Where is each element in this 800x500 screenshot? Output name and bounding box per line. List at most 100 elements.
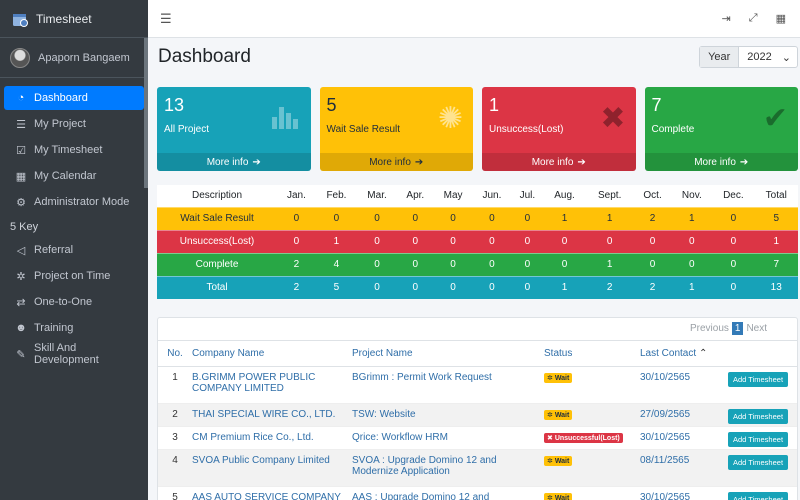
sidebar-item-my-calendar[interactable]: ▦ My Calendar <box>4 164 144 188</box>
grid-icon[interactable]: ▦ <box>775 13 786 25</box>
sidebar-item-label: Project on Time <box>34 270 111 282</box>
stat-label: Complete <box>651 124 695 135</box>
summary-cell: 0 <box>633 252 672 276</box>
summary-header: Total <box>765 190 787 202</box>
last-contact: 30/10/2565 <box>640 426 728 450</box>
hamburger-menu-icon[interactable]: ☰ <box>160 10 172 26</box>
logout-icon[interactable]: ⇥ <box>721 13 731 25</box>
table-row[interactable]: 2 THAI SPECIAL WIRE CO., LTD. TSW: Website… <box>158 403 797 427</box>
stat-number: 1 <box>489 95 500 115</box>
sidebar-item-training[interactable]: ☻ Training <box>4 316 144 340</box>
project-header-row: No. Company Name Project Name Status Las… <box>158 340 797 367</box>
table-row[interactable]: 4 SVOA Public Company Limited SVOA : Upgra… <box>158 449 797 487</box>
summary-cell: 0 <box>357 275 398 299</box>
sidebar-item-label: My Timesheet <box>34 144 103 156</box>
pagination-next[interactable]: Next <box>746 323 767 334</box>
pagination: Previous 1 Next <box>690 322 767 335</box>
actions-cell: Add Timesheet <box>728 403 797 427</box>
pagination-previous[interactable]: Previous <box>689 323 729 334</box>
list-icon: ☰ <box>16 118 26 131</box>
company-name[interactable]: AAS AUTO SERVICE COMPANY <box>192 486 352 500</box>
summary-cell: 0 <box>633 229 672 253</box>
project-name[interactable]: TSW: Website <box>352 403 544 427</box>
more-info-link[interactable]: More info ➔ <box>482 153 636 171</box>
arrow-circle-right-icon: ➔ <box>577 156 586 168</box>
summary-cell: 0 <box>671 252 713 276</box>
add-timesheet-button[interactable]: Add Timesheet <box>728 409 789 424</box>
add-timesheet-button[interactable]: Add Timesheet <box>728 455 789 470</box>
summary-cell: 0 <box>357 229 398 253</box>
sidebar-item-project-on-time[interactable]: ✲ Project on Time <box>4 264 144 288</box>
col-last-contact[interactable]: Last Contact ⌃ <box>640 340 728 367</box>
sidebar-item-label: Skill And Development <box>34 342 99 366</box>
col-no[interactable]: No. <box>158 340 192 367</box>
last-contact: 30/10/2565 <box>640 486 728 500</box>
summary-cell: 0 <box>433 275 473 299</box>
user-name: Apaporn Bangaem <box>38 51 130 64</box>
project-name[interactable]: SVOA : Upgrade Domino 12 and Modernize A… <box>352 449 544 487</box>
spinner-icon: ✲ <box>547 375 555 382</box>
summary-cell: 0 <box>712 275 755 299</box>
sidebar-item-my-timesheet[interactable]: ☑ My Timesheet <box>4 138 144 162</box>
summary-header: Nov. <box>681 190 702 202</box>
fullscreen-icon[interactable]: ⤢ <box>748 12 758 24</box>
spinner-icon: ✲ <box>547 458 555 465</box>
summary-row-label: Total <box>157 275 277 299</box>
calendar-icon: ▦ <box>15 170 27 183</box>
company-name[interactable]: THAI SPECIAL WIRE CO., LTD. <box>192 403 352 427</box>
company-name[interactable]: B.GRIMM POWER PUBLIC COMPANY LIMITED <box>192 366 352 404</box>
summary-header: Oct. <box>643 190 662 202</box>
summary-row-label: Complete <box>157 252 277 276</box>
summary-cell: 1 <box>754 229 798 253</box>
project-name[interactable]: BGrimm : Permit Work Request <box>352 366 544 404</box>
edit-icon: ✎ <box>16 348 26 361</box>
main-content: Dashboard Year 2022 ⌄ 13 All Project More… <box>148 38 800 500</box>
summary-cell: 1 <box>585 252 634 276</box>
summary-cell: 2 <box>585 275 634 299</box>
summary-cell: 2 <box>277 252 316 276</box>
more-info-link[interactable]: More info ➔ <box>157 153 311 171</box>
summary-cell: 0 <box>511 252 544 276</box>
summary-cell: 0 <box>433 229 473 253</box>
more-info-link[interactable]: More info ➔ <box>319 153 473 171</box>
company-name[interactable]: CM Premium Rice Co., Ltd. <box>192 426 352 450</box>
company-name[interactable]: SVOA Public Company Limited <box>192 449 352 487</box>
dashboard-icon: ◔ <box>17 92 25 104</box>
brand[interactable]: Timesheet <box>0 0 148 38</box>
sidebar-item-one-to-one[interactable]: ⇄ One-to-One <box>4 290 144 314</box>
table-row[interactable]: 5 AAS AUTO SERVICE COMPANY AAS : Upgrade D… <box>158 486 797 500</box>
sidebar-item-my-project[interactable]: ☰ My Project <box>4 112 144 136</box>
add-timesheet-button[interactable]: Add Timesheet <box>728 372 789 387</box>
project-name-text: BGrimm : Permit Work Request <box>352 372 492 383</box>
year-select[interactable]: Year 2022 ⌄ <box>699 46 798 68</box>
bar-chart-icon <box>271 107 298 129</box>
pagination-current[interactable]: 1 <box>731 322 744 335</box>
actions-cell: Add Timesheet <box>728 426 797 450</box>
brand-title: Timesheet <box>36 11 92 26</box>
actions-cell: Add Timesheet <box>728 449 797 487</box>
status-cell: ✲ Wait <box>544 366 640 404</box>
add-timesheet-button[interactable]: Add Timesheet <box>728 492 789 500</box>
stat-boxes: 13 All Project More info ➔ 5 Wait Sale Re… <box>157 87 798 171</box>
col-company-name[interactable]: Company Name <box>192 340 352 367</box>
add-timesheet-button[interactable]: Add Timesheet <box>728 432 789 447</box>
col-project-name[interactable]: Project Name <box>352 340 544 367</box>
sidebar-item-dashboard[interactable]: ◔ Dashboard <box>4 86 144 110</box>
sidebar-item-skill-and-development[interactable]: ✎ Skill And Development <box>4 342 144 366</box>
table-row[interactable]: 3 CM Premium Rice Co., Ltd. Qrice: Workflo… <box>158 426 797 450</box>
sidebar-section-header: 5 Key <box>10 221 39 233</box>
table-row[interactable]: 1 B.GRIMM POWER PUBLIC COMPANY LIMITED BGr… <box>158 366 797 404</box>
last-contact: 30/10/2565 <box>640 366 728 404</box>
project-name[interactable]: Qrice: Workflow HRM <box>352 426 544 450</box>
sidebar-item-administrator-mode[interactable]: ⚙ Administrator Mode <box>4 190 144 214</box>
more-info-text: More info <box>531 156 574 168</box>
sidebar: Timesheet Apaporn Bangaem ◔ Dashboard ☰ My… <box>0 0 148 500</box>
year-value[interactable]: 2022 ⌄ <box>739 47 797 67</box>
project-name[interactable]: AAS : Upgrade Domino 12 and <box>352 486 544 500</box>
sidebar-scrollbar[interactable] <box>144 38 148 188</box>
col-status[interactable]: Status <box>544 340 640 367</box>
sidebar-item-referral[interactable]: ◁ Referral <box>4 238 144 262</box>
summary-cell: 0 <box>472 206 512 230</box>
user-panel[interactable]: Apaporn Bangaem <box>0 38 148 78</box>
more-info-link[interactable]: More info ➔ <box>644 153 798 171</box>
